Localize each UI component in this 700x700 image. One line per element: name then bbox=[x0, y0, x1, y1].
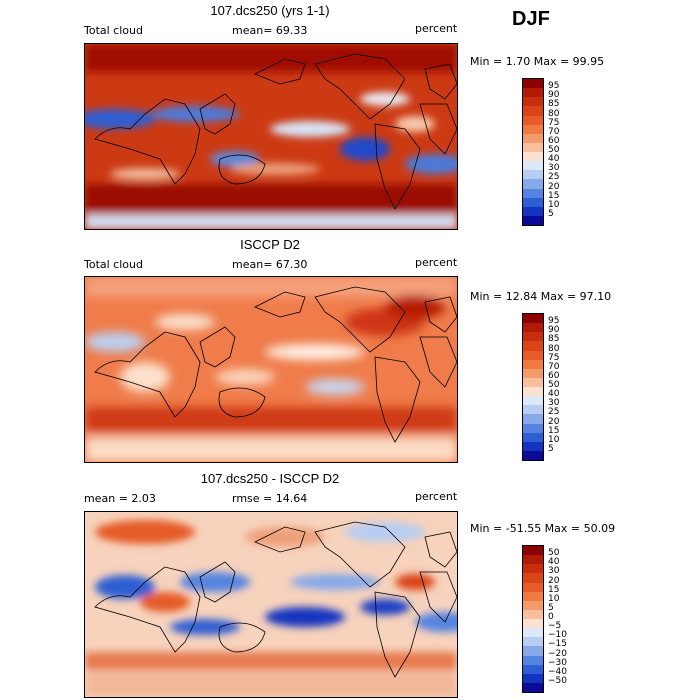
panel-1-colorbar bbox=[522, 78, 544, 226]
panel-2-left-label: Total cloud bbox=[84, 258, 143, 271]
panel-1-map bbox=[84, 43, 458, 230]
season-label: DJF bbox=[512, 8, 550, 30]
colorbar-tick-label: 85 bbox=[548, 99, 560, 110]
panel-1-map-svg bbox=[85, 44, 457, 229]
panel-3-map bbox=[84, 511, 458, 698]
colorbar-tick-label: 80 bbox=[548, 343, 560, 354]
colorbar-tick-label: 95 bbox=[548, 81, 560, 92]
colorbar-tick-label: 95 bbox=[548, 316, 560, 327]
colorbar-tick-label: 50 bbox=[548, 548, 560, 559]
panel-1-left-label: Total cloud bbox=[84, 24, 143, 37]
panel-3-units-label: percent bbox=[415, 490, 458, 503]
colorbar-tick-label: −10 bbox=[548, 630, 567, 641]
panel-1-units-label: percent bbox=[415, 22, 458, 35]
colorbar-tick-label: 40 bbox=[548, 389, 560, 400]
colorbar-tick-label: 15 bbox=[548, 584, 560, 595]
panel-3-minmax: Min = -51.55 Max = 50.09 bbox=[470, 522, 616, 535]
panel-3-rmse-label: rmse = 14.64 bbox=[232, 492, 308, 505]
panel-3-mean-label: mean = 2.03 bbox=[84, 492, 156, 505]
colorbar-tick-label: 20 bbox=[548, 575, 560, 586]
colorbar-tick-label: −50 bbox=[548, 675, 567, 686]
colorbar-tick-label: 85 bbox=[548, 334, 560, 345]
panel-2-colorbar bbox=[522, 313, 544, 461]
panel-3-map-svg bbox=[85, 512, 457, 697]
colorbar-tick-label: 30 bbox=[548, 163, 560, 174]
colorbar-tick-label: 15 bbox=[548, 425, 560, 436]
colorbar-tick-label: −20 bbox=[548, 648, 567, 659]
panel-2-minmax: Min = 12.84 Max = 97.10 bbox=[470, 290, 612, 303]
colorbar-tick-label: 25 bbox=[548, 172, 560, 183]
colorbar-tick-label: 15 bbox=[548, 190, 560, 201]
panel-1-title: 107.dcs250 (yrs 1-1) bbox=[210, 3, 330, 18]
colorbar-tick-label: 75 bbox=[548, 352, 560, 363]
colorbar-tick-label: −15 bbox=[548, 639, 567, 650]
colorbar-tick-label: 60 bbox=[548, 370, 560, 381]
colorbar-tick-label: 90 bbox=[548, 90, 560, 101]
colorbar-tick-label: 50 bbox=[548, 145, 560, 155]
panel-2-map-svg bbox=[85, 277, 457, 462]
colorbar-tick-label: 5 bbox=[548, 208, 554, 219]
panel-1-mean-label: mean= 69.33 bbox=[232, 24, 308, 37]
colorbar-tick-label: 80 bbox=[548, 108, 560, 119]
colorbar-tick-label: 30 bbox=[548, 566, 560, 577]
colorbar-tick-label: 5 bbox=[548, 602, 554, 613]
colorbar-tick-label: 60 bbox=[548, 135, 560, 146]
panel-2-mean-label: mean= 67.30 bbox=[232, 258, 308, 271]
colorbar-tick-label: 20 bbox=[548, 416, 560, 427]
panel-2-units-label: percent bbox=[415, 256, 458, 269]
colorbar-tick-label: −30 bbox=[548, 657, 567, 668]
colorbar-tick-label: 40 bbox=[548, 557, 560, 568]
panel-1-minmax: Min = 1.70 Max = 99.95 bbox=[470, 55, 605, 68]
panel-2-title: ISCCP D2 bbox=[240, 237, 300, 252]
colorbar-tick-label: 30 bbox=[548, 398, 560, 409]
colorbar-tick-label: 10 bbox=[548, 199, 560, 210]
colorbar-tick-label: 5 bbox=[548, 443, 554, 454]
colorbar-tick-label: 90 bbox=[548, 325, 560, 336]
colorbar-tick-label: 25 bbox=[548, 407, 560, 418]
colorbar-tick-label: 75 bbox=[548, 117, 560, 128]
colorbar-tick-label: −40 bbox=[548, 666, 567, 677]
colorbar-tick-label: −5 bbox=[548, 621, 562, 632]
panel-3-colorbar bbox=[522, 545, 544, 693]
panel-2-map bbox=[84, 276, 458, 463]
colorbar-tick-label: 10 bbox=[548, 434, 560, 445]
colorbar-tick-label: 10 bbox=[548, 593, 560, 604]
colorbar-tick-label: 20 bbox=[548, 181, 560, 192]
colorbar-tick-label: 70 bbox=[548, 126, 560, 137]
colorbar-tick-label: 0 bbox=[548, 612, 554, 622]
colorbar-tick-label: 50 bbox=[548, 380, 560, 390]
colorbar-tick-label: 70 bbox=[548, 361, 560, 372]
panel-3-title: 107.dcs250 - ISCCP D2 bbox=[200, 471, 340, 486]
colorbar-tick-label: 40 bbox=[548, 154, 560, 165]
